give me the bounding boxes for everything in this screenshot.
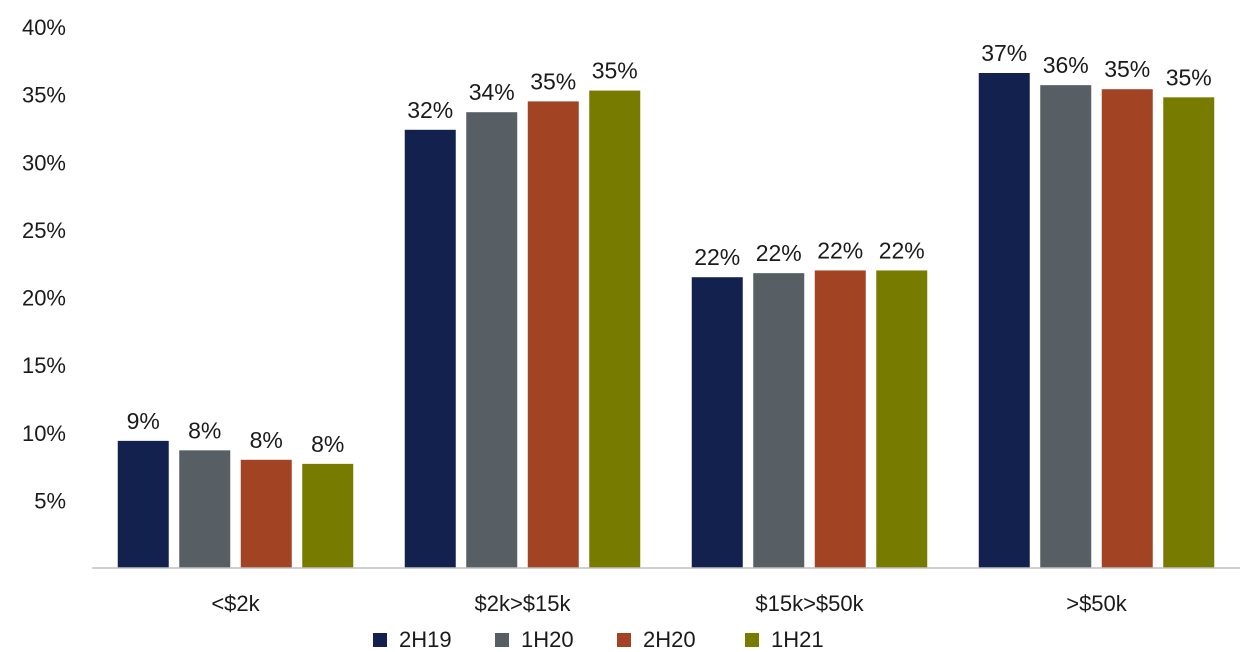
bar-2h19 (978, 72, 1030, 569)
y-tick-label: 10% (22, 421, 66, 446)
bar-1h21 (589, 90, 641, 568)
x-axis: <$2k $2k>$15k $15k>$50k >$50k (211, 591, 1127, 616)
x-tick-label: $2k>$15k (474, 591, 571, 616)
legend-label: 1H20 (521, 627, 574, 652)
data-label: 9% (127, 408, 160, 434)
legend-label: 1H21 (771, 627, 824, 652)
x-tick-label: >$50k (1066, 591, 1128, 616)
data-label: 34% (469, 79, 515, 105)
y-tick-label: 25% (22, 218, 66, 243)
bar-1h20 (753, 273, 805, 568)
bar-2h19 (691, 277, 743, 568)
y-tick-label: 30% (22, 150, 66, 175)
bar-1h21 (876, 270, 928, 568)
legend: 2H19 1H20 2H20 1H21 (373, 627, 824, 652)
bar-2h20 (240, 459, 292, 568)
legend-swatch-2h19 (373, 633, 387, 647)
data-label: 8% (250, 427, 283, 453)
y-tick-label: 40% (22, 15, 66, 40)
bar-1h21 (1163, 97, 1215, 568)
data-label: 35% (1104, 56, 1150, 82)
data-label: 32% (407, 97, 453, 123)
bar-2h20 (527, 101, 579, 568)
data-label: 22% (879, 237, 925, 263)
y-tick-label: 20% (22, 286, 66, 311)
legend-label: 2H19 (399, 627, 452, 652)
bar-1h20 (466, 112, 518, 569)
data-label: 8% (311, 431, 344, 457)
legend-swatch-1h21 (745, 633, 759, 647)
x-tick-label: $15k>$50k (755, 591, 864, 616)
y-tick-label: 35% (22, 83, 66, 108)
bar-1h20 (179, 450, 231, 568)
bar-2h19 (117, 440, 169, 568)
data-label: 22% (694, 244, 740, 270)
data-labels: 9% 8% 8% 8% 32% 34% 35% 35% 22% 22% 22% 22% 37% 36% 35… (127, 40, 1212, 457)
data-label: 22% (756, 240, 802, 266)
y-axis: 5% 10% 15% 20% 25% 30% 35% 40% (22, 15, 66, 513)
data-label: 37% (981, 40, 1027, 66)
data-label: 35% (1166, 64, 1212, 90)
bar-2h20 (1101, 89, 1153, 568)
y-tick-label: 15% (22, 353, 66, 378)
bars (117, 72, 1215, 569)
legend-swatch-2h20 (617, 633, 631, 647)
x-tick-label: <$2k (211, 591, 260, 616)
bar-2h19 (404, 129, 456, 569)
data-label: 36% (1043, 52, 1089, 78)
data-label: 8% (188, 417, 221, 443)
bar-1h21 (302, 463, 354, 568)
bar-2h20 (814, 270, 866, 568)
data-label: 22% (817, 237, 863, 263)
legend-label: 2H20 (643, 627, 696, 652)
legend-swatch-1h20 (495, 633, 509, 647)
bar-1h20 (1040, 85, 1092, 568)
y-tick-label: 5% (34, 488, 66, 513)
data-label: 35% (592, 58, 638, 84)
data-label: 35% (530, 68, 576, 94)
